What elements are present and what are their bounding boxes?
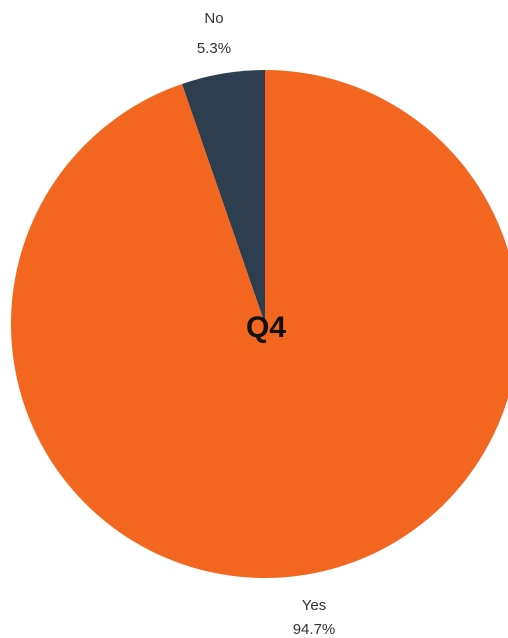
pie-slice-yes[interactable] [11,70,508,578]
slice-label-yes: Yes [302,597,326,614]
slice-percent-no: 5.3% [197,40,231,57]
slice-label-no: No [204,10,223,27]
pie-slice-no[interactable] [181,70,265,324]
pie-center-label: Q4 [246,311,286,344]
pie-slices [11,70,508,578]
slice-percent-yes: 94.7% [293,621,336,638]
